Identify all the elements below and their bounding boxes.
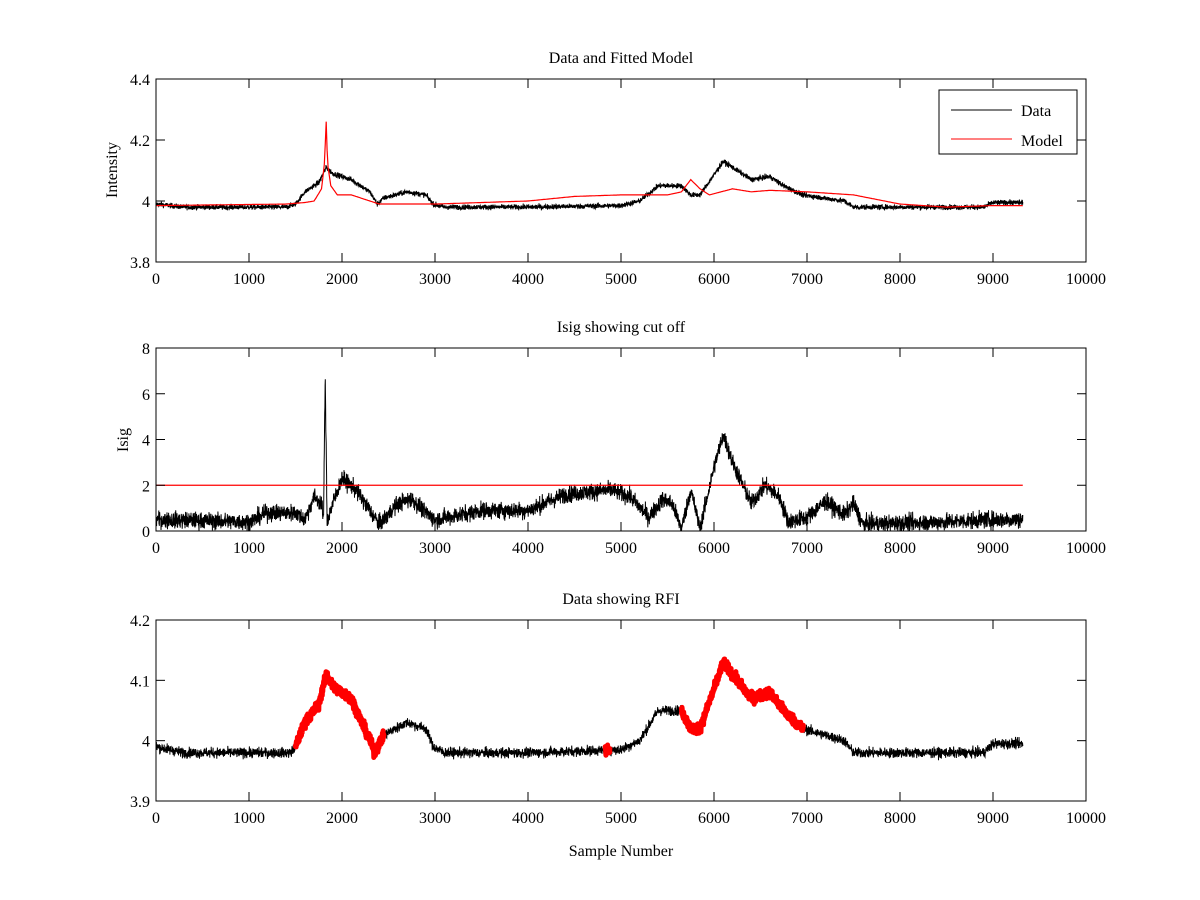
xtick-label: 1000 [233, 540, 265, 557]
plot-area-2 [156, 379, 1024, 531]
panel-3-xlabel: Sample Number [569, 843, 674, 860]
legend-label-data: Data [1021, 103, 1051, 120]
ytick-label: 4 [142, 734, 150, 751]
ytick-label: 4.2 [130, 133, 150, 150]
legend-label-model: Model [1021, 133, 1063, 150]
xtick-label: 0 [152, 810, 160, 827]
rfi-segment-1 [293, 669, 387, 760]
xtick-label: 6000 [698, 540, 730, 557]
xtick-label: 6000 [698, 810, 730, 827]
xtick-label: 4000 [512, 540, 544, 557]
xtick-label: 5000 [605, 540, 637, 557]
ytick-label: 6 [142, 387, 150, 404]
xtick-label: 5000 [605, 271, 637, 288]
ytick-label: 2 [142, 478, 150, 495]
xtick-label: 9000 [977, 810, 1009, 827]
series-data-line [156, 159, 1024, 211]
xtick-label: 8000 [884, 810, 916, 827]
panel-1-title: Data and Fitted Model [549, 50, 694, 67]
xtick-label: 3000 [419, 271, 451, 288]
xtick-label: 1000 [233, 271, 265, 288]
plot-area-1 [156, 121, 1024, 211]
xtick-label: 10000 [1066, 271, 1106, 288]
xtick-label: 0 [152, 540, 160, 557]
legend-box [938, 89, 1078, 155]
rfi-segment-3 [678, 656, 806, 737]
rfi-segment-2 [602, 742, 613, 758]
legend: Data Model [938, 89, 1078, 155]
xtick-label: 4000 [512, 810, 544, 827]
panel-rfi: Data showing RFI Sample Number 0 1000 2000… [130, 591, 1106, 860]
xtick-label: 6000 [698, 271, 730, 288]
ytick-label: 4 [142, 194, 150, 211]
ytick-label: 4.4 [130, 72, 150, 89]
ytick-label: 8 [142, 341, 150, 358]
xtick-label: 2000 [326, 810, 358, 827]
ytick-label: 4.2 [130, 613, 150, 630]
xtick-label: 3000 [419, 810, 451, 827]
xtick-label: 9000 [977, 271, 1009, 288]
xtick-label: 9000 [977, 540, 1009, 557]
panel-3-title: Data showing RFI [562, 591, 679, 608]
xtick-label: 1000 [233, 810, 265, 827]
xtick-label: 7000 [791, 271, 823, 288]
xtick-label: 10000 [1066, 810, 1106, 827]
xtick-label: 7000 [791, 810, 823, 827]
xtick-label: 10000 [1066, 540, 1106, 557]
ytick-label: 3.9 [130, 794, 150, 811]
plot-area-3 [156, 656, 1024, 761]
panel-1-ylabel: Intensity [104, 142, 121, 198]
xtick-label: 5000 [605, 810, 637, 827]
series-model-line [156, 121, 1023, 208]
panel-isig: Isig showing cut off Isig 0 1000 2000 3000 4… [115, 319, 1106, 557]
xtick-label: 2000 [326, 271, 358, 288]
xtick-label: 2000 [326, 540, 358, 557]
xtick-label: 8000 [884, 540, 916, 557]
ytick-label: 4 [142, 433, 150, 450]
xtick-label: 3000 [419, 540, 451, 557]
ytick-label: 3.8 [130, 255, 150, 272]
xtick-label: 7000 [791, 540, 823, 557]
series-isig-line [156, 379, 1024, 531]
panel-2-title: Isig showing cut off [557, 319, 686, 336]
ytick-label: 0 [142, 524, 150, 541]
xtick-label: 4000 [512, 271, 544, 288]
xtick-label: 0 [152, 271, 160, 288]
xtick-label: 8000 [884, 271, 916, 288]
panel-data-and-model: Data and Fitted Model Intensity 0 1000 200… [104, 50, 1106, 288]
ytick-label: 4.1 [130, 673, 150, 690]
panel-2-ylabel: Isig [115, 428, 132, 452]
